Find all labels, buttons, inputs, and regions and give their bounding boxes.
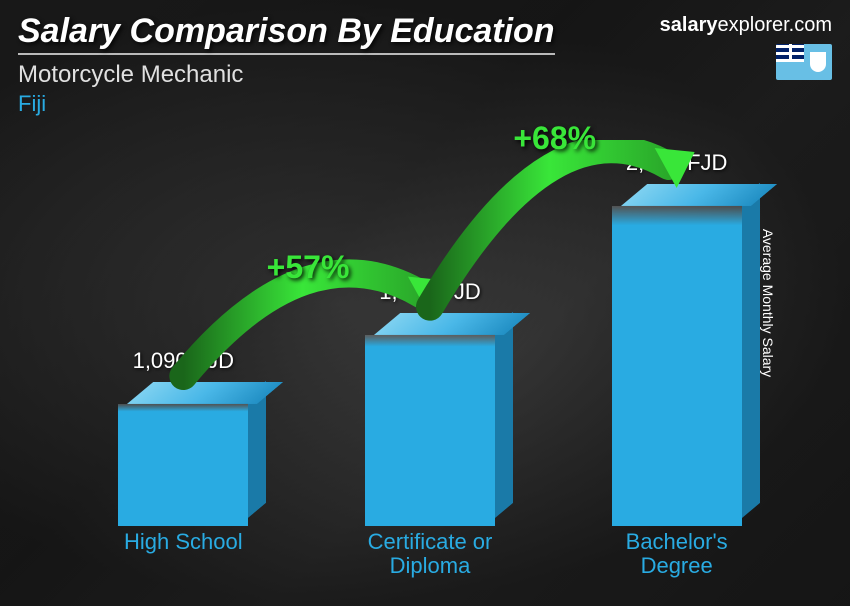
bar-chart: 1,090 FJD High School 1,710 FJD Certific… xyxy=(60,140,800,580)
increase-pct: +57% xyxy=(267,249,350,286)
bar: 1,710 FJD xyxy=(365,335,495,526)
header: Salary Comparison By Education Motorcycl… xyxy=(18,12,555,117)
bar-value: 1,710 FJD xyxy=(365,279,495,305)
bar-value: 2,860 FJD xyxy=(612,150,742,176)
chart-country: Fiji xyxy=(18,91,555,117)
chart-subtitle: Motorcycle Mechanic xyxy=(18,61,555,89)
bar-label: High School xyxy=(93,530,273,580)
bar-value: 1,090 FJD xyxy=(118,348,248,374)
increase-pct: +68% xyxy=(513,120,596,157)
bar: 1,090 FJD xyxy=(118,404,248,526)
bar-label: Bachelor'sDegree xyxy=(587,530,767,580)
country-flag-icon xyxy=(776,44,832,80)
bar-label: Certificate orDiploma xyxy=(340,530,520,580)
chart-title: Salary Comparison By Education xyxy=(18,12,555,55)
bar: 2,860 FJD xyxy=(612,206,742,526)
brand-logo: salaryexplorer.com xyxy=(660,14,832,37)
